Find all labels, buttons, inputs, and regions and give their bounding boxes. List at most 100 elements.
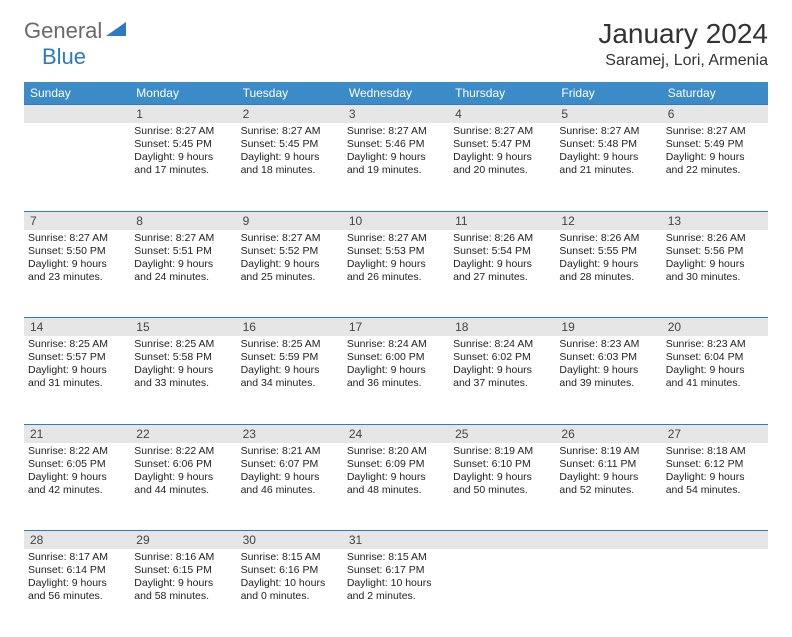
weekday-header: Tuesday [237, 82, 343, 105]
calendar-table: SundayMondayTuesdayWednesdayThursdayFrid… [24, 82, 768, 637]
weekday-header-row: SundayMondayTuesdayWednesdayThursdayFrid… [24, 82, 768, 105]
sunset-text: Sunset: 5:49 PM [666, 138, 764, 151]
sunrise-text: Sunrise: 8:24 AM [347, 338, 445, 351]
sunrise-text: Sunrise: 8:23 AM [559, 338, 657, 351]
day-cell: Sunrise: 8:27 AMSunset: 5:46 PMDaylight:… [343, 123, 449, 211]
sunrise-text: Sunrise: 8:15 AM [347, 551, 445, 564]
daylight-text: Daylight: 9 hours and 23 minutes. [28, 258, 126, 284]
sunset-text: Sunset: 5:45 PM [134, 138, 232, 151]
daylight-text: Daylight: 9 hours and 39 minutes. [559, 364, 657, 390]
sunset-text: Sunset: 5:53 PM [347, 245, 445, 258]
day-cell: Sunrise: 8:19 AMSunset: 6:10 PMDaylight:… [449, 443, 555, 531]
sunset-text: Sunset: 6:17 PM [347, 564, 445, 577]
day-number-row: 78910111213 [24, 211, 768, 230]
sunrise-text: Sunrise: 8:26 AM [559, 232, 657, 245]
daylight-text: Daylight: 9 hours and 17 minutes. [134, 151, 232, 177]
day-cell: Sunrise: 8:16 AMSunset: 6:15 PMDaylight:… [130, 549, 236, 637]
daylight-text: Daylight: 9 hours and 37 minutes. [453, 364, 551, 390]
day-number-cell [449, 531, 555, 550]
day-number-cell: 4 [449, 105, 555, 124]
sunrise-text: Sunrise: 8:23 AM [666, 338, 764, 351]
day-cell: Sunrise: 8:26 AMSunset: 5:55 PMDaylight:… [555, 230, 661, 318]
sunset-text: Sunset: 6:03 PM [559, 351, 657, 364]
sunset-text: Sunset: 5:48 PM [559, 138, 657, 151]
daylight-text: Daylight: 9 hours and 34 minutes. [241, 364, 339, 390]
sunset-text: Sunset: 6:09 PM [347, 458, 445, 471]
sunset-text: Sunset: 5:58 PM [134, 351, 232, 364]
sunset-text: Sunset: 5:54 PM [453, 245, 551, 258]
day-content-row: Sunrise: 8:17 AMSunset: 6:14 PMDaylight:… [24, 549, 768, 637]
sunrise-text: Sunrise: 8:27 AM [241, 232, 339, 245]
day-cell: Sunrise: 8:27 AMSunset: 5:51 PMDaylight:… [130, 230, 236, 318]
sunrise-text: Sunrise: 8:27 AM [453, 125, 551, 138]
sunrise-text: Sunrise: 8:20 AM [347, 445, 445, 458]
day-cell: Sunrise: 8:19 AMSunset: 6:11 PMDaylight:… [555, 443, 661, 531]
sunrise-text: Sunrise: 8:26 AM [666, 232, 764, 245]
day-cell: Sunrise: 8:27 AMSunset: 5:45 PMDaylight:… [237, 123, 343, 211]
daylight-text: Daylight: 10 hours and 0 minutes. [241, 577, 339, 603]
day-number-cell: 13 [662, 211, 768, 230]
day-number-cell: 26 [555, 424, 661, 443]
day-number-cell: 1 [130, 105, 236, 124]
sunset-text: Sunset: 6:04 PM [666, 351, 764, 364]
daylight-text: Daylight: 9 hours and 22 minutes. [666, 151, 764, 177]
daylight-text: Daylight: 9 hours and 30 minutes. [666, 258, 764, 284]
logo: General [24, 18, 128, 44]
day-number-row: 21222324252627 [24, 424, 768, 443]
sunset-text: Sunset: 6:15 PM [134, 564, 232, 577]
weekday-header: Thursday [449, 82, 555, 105]
day-cell: Sunrise: 8:27 AMSunset: 5:48 PMDaylight:… [555, 123, 661, 211]
weekday-header: Friday [555, 82, 661, 105]
day-number-row: 28293031 [24, 531, 768, 550]
sunset-text: Sunset: 6:00 PM [347, 351, 445, 364]
sunset-text: Sunset: 5:51 PM [134, 245, 232, 258]
day-number-cell: 11 [449, 211, 555, 230]
weekday-header: Sunday [24, 82, 130, 105]
daylight-text: Daylight: 9 hours and 48 minutes. [347, 471, 445, 497]
day-number-cell: 17 [343, 318, 449, 337]
day-number-cell: 20 [662, 318, 768, 337]
day-number-cell: 12 [555, 211, 661, 230]
sunset-text: Sunset: 5:47 PM [453, 138, 551, 151]
day-number-cell: 14 [24, 318, 130, 337]
sunset-text: Sunset: 5:59 PM [241, 351, 339, 364]
sunrise-text: Sunrise: 8:27 AM [241, 125, 339, 138]
sunrise-text: Sunrise: 8:25 AM [28, 338, 126, 351]
sunset-text: Sunset: 6:11 PM [559, 458, 657, 471]
day-content-row: Sunrise: 8:25 AMSunset: 5:57 PMDaylight:… [24, 336, 768, 424]
logo-text-blue: Blue [42, 44, 86, 69]
day-content-row: Sunrise: 8:22 AMSunset: 6:05 PMDaylight:… [24, 443, 768, 531]
daylight-text: Daylight: 9 hours and 52 minutes. [559, 471, 657, 497]
sunset-text: Sunset: 5:45 PM [241, 138, 339, 151]
day-cell [555, 549, 661, 637]
day-number-cell: 27 [662, 424, 768, 443]
weekday-header: Saturday [662, 82, 768, 105]
day-number-cell: 25 [449, 424, 555, 443]
daylight-text: Daylight: 9 hours and 27 minutes. [453, 258, 551, 284]
day-cell: Sunrise: 8:23 AMSunset: 6:03 PMDaylight:… [555, 336, 661, 424]
day-cell: Sunrise: 8:23 AMSunset: 6:04 PMDaylight:… [662, 336, 768, 424]
day-cell [662, 549, 768, 637]
day-number-cell: 2 [237, 105, 343, 124]
sunrise-text: Sunrise: 8:27 AM [134, 125, 232, 138]
day-number-cell: 23 [237, 424, 343, 443]
sunrise-text: Sunrise: 8:26 AM [453, 232, 551, 245]
daylight-text: Daylight: 9 hours and 54 minutes. [666, 471, 764, 497]
day-cell: Sunrise: 8:27 AMSunset: 5:53 PMDaylight:… [343, 230, 449, 318]
sunset-text: Sunset: 6:05 PM [28, 458, 126, 471]
day-number-cell: 15 [130, 318, 236, 337]
header: General January 2024 Saramej, Lori, Arme… [24, 18, 768, 70]
sunrise-text: Sunrise: 8:27 AM [347, 125, 445, 138]
sunrise-text: Sunrise: 8:27 AM [559, 125, 657, 138]
day-cell: Sunrise: 8:27 AMSunset: 5:47 PMDaylight:… [449, 123, 555, 211]
location: Saramej, Lori, Armenia [598, 52, 768, 70]
day-number-cell: 19 [555, 318, 661, 337]
weekday-header: Wednesday [343, 82, 449, 105]
sunset-text: Sunset: 6:16 PM [241, 564, 339, 577]
day-number-cell: 21 [24, 424, 130, 443]
sunrise-text: Sunrise: 8:19 AM [559, 445, 657, 458]
daylight-text: Daylight: 9 hours and 44 minutes. [134, 471, 232, 497]
day-cell [449, 549, 555, 637]
sunrise-text: Sunrise: 8:15 AM [241, 551, 339, 564]
daylight-text: Daylight: 9 hours and 28 minutes. [559, 258, 657, 284]
